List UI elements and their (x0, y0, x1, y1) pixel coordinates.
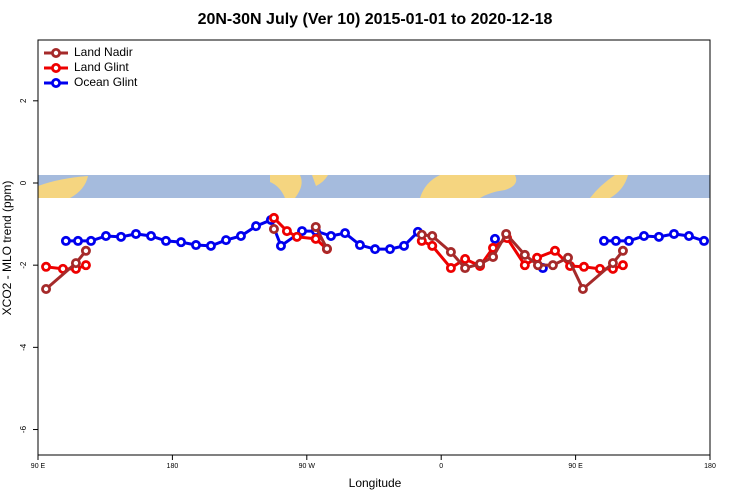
legend-label: Land Nadir (74, 45, 133, 59)
data-point (321, 243, 332, 254)
data-point (310, 233, 321, 244)
data-point (41, 261, 52, 272)
data-point (86, 235, 97, 246)
data-point (562, 252, 573, 263)
data-point (416, 229, 427, 240)
y-tick-label: -2 (19, 261, 28, 269)
x-tick-label: 90 W (299, 463, 316, 470)
data-point (623, 235, 634, 246)
plot-frame (37, 39, 711, 456)
data-point (41, 283, 52, 294)
legend-marker (51, 63, 62, 74)
y-axis-label: XCO2 - MLO trend (ppm) (0, 181, 14, 316)
x-tick-label: 180 (704, 463, 716, 470)
data-point (460, 254, 471, 265)
data-point (268, 212, 279, 223)
x-tick-label: 180 (167, 463, 179, 470)
data-point (578, 261, 589, 272)
data-point (251, 221, 262, 232)
data-point (460, 263, 471, 274)
data-point (235, 230, 246, 241)
data-point (475, 258, 486, 269)
data-point (519, 260, 530, 271)
data-point (638, 230, 649, 241)
y-tick-label: -4 (19, 343, 28, 351)
chart-title: 20N-30N July (Ver 10) 2015-01-01 to 2020… (198, 11, 553, 28)
x-tick-label: 90 E (31, 463, 46, 470)
data-point (607, 258, 618, 269)
legend-marker (51, 48, 62, 59)
data-point (291, 231, 302, 242)
data-point (501, 228, 512, 239)
x-tick-label: 90 E (568, 463, 583, 470)
data-point (445, 263, 456, 274)
data-point (310, 221, 321, 232)
data-point (80, 245, 91, 256)
data-point (370, 244, 381, 255)
data-point (190, 240, 201, 251)
data-point (549, 245, 560, 256)
data-point (577, 283, 588, 294)
data-point (598, 235, 609, 246)
data-point (445, 247, 456, 258)
data-point (281, 226, 292, 237)
data-point (669, 228, 680, 239)
data-point (488, 251, 499, 262)
data-point (205, 240, 216, 251)
data-point (146, 230, 157, 241)
data-point (617, 260, 628, 271)
data-point (116, 231, 127, 242)
data-point (427, 230, 438, 241)
data-point (699, 235, 710, 246)
data-point (325, 230, 336, 241)
data-point (617, 245, 628, 256)
data-point (297, 226, 308, 237)
data-point (73, 235, 84, 246)
data-point (80, 260, 91, 271)
x-tick-label: 0 (439, 463, 443, 470)
legend-label: Land Glint (74, 60, 129, 74)
data-point (427, 240, 438, 251)
data-point (384, 244, 395, 255)
data-point (653, 231, 664, 242)
data-point (532, 260, 543, 271)
data-point (683, 230, 694, 241)
data-point (489, 233, 500, 244)
data-point (610, 235, 621, 246)
data-point (100, 230, 111, 241)
data-point (176, 237, 187, 248)
data-point (547, 260, 558, 271)
data-point (340, 228, 351, 239)
x-axis-label: Longitude (349, 476, 402, 490)
data-point (399, 240, 410, 251)
data-point (221, 235, 232, 246)
map-strip (38, 175, 710, 198)
data-point (70, 258, 81, 269)
y-tick-label: -6 (19, 425, 28, 433)
legend-label: Ocean Glint (74, 75, 138, 89)
legend-marker (51, 78, 62, 89)
data-point (60, 235, 71, 246)
series-line (65, 217, 705, 251)
data-point (130, 228, 141, 239)
data-point (354, 240, 365, 251)
y-tick-label: 2 (19, 98, 28, 103)
data-point (160, 235, 171, 246)
data-point (275, 240, 286, 251)
y-tick-label: 0 (19, 180, 28, 185)
data-point (519, 249, 530, 260)
data-point (268, 224, 279, 235)
